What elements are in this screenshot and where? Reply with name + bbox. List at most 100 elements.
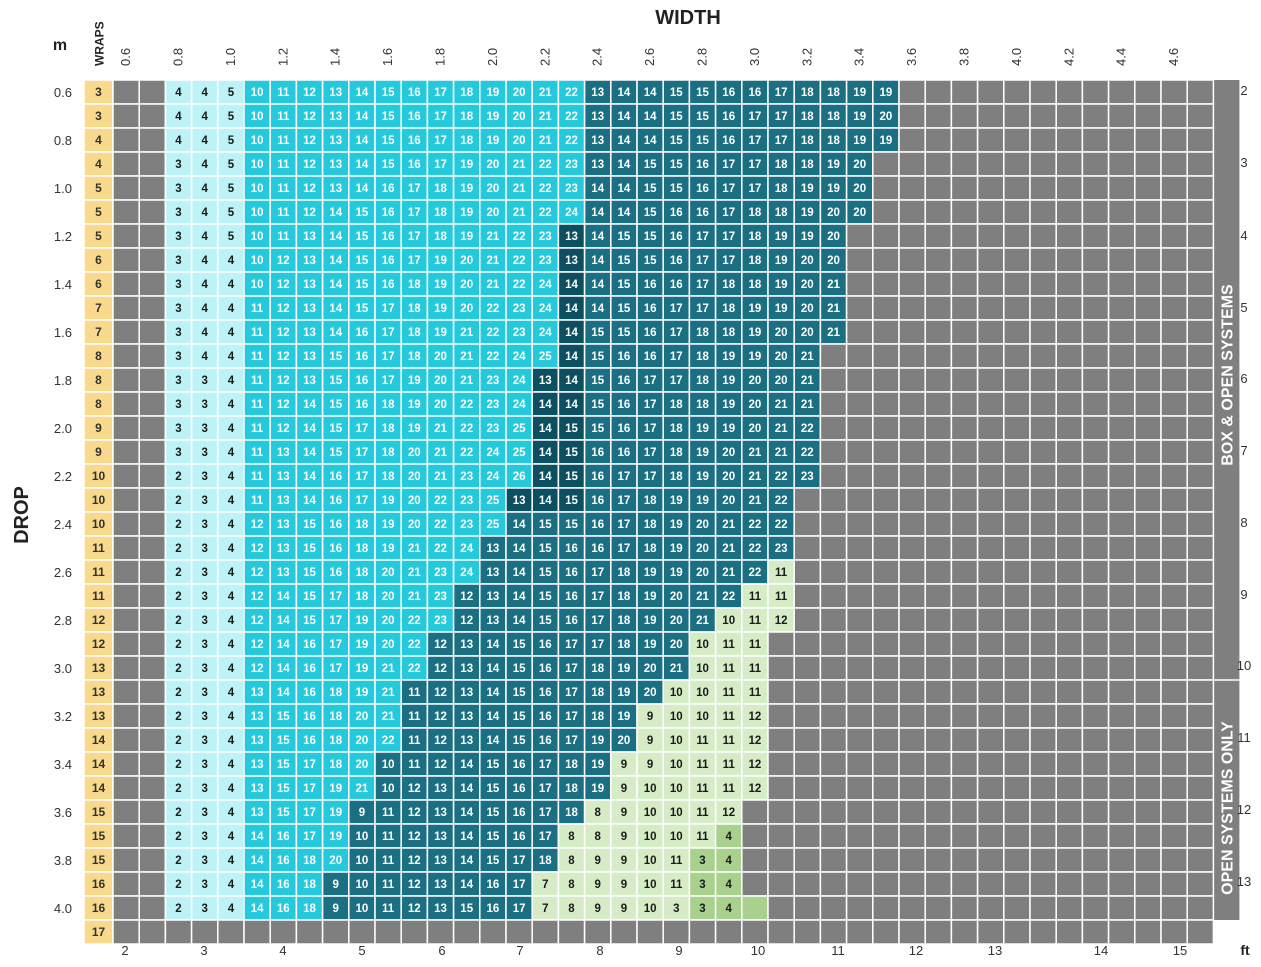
table-cell [1003, 319, 1031, 345]
cell-value: 18 [749, 231, 762, 243]
table-cell [1186, 727, 1215, 753]
cell-value: 12 [277, 351, 290, 363]
table-cell [1186, 223, 1215, 249]
cell-value: 11 [723, 663, 736, 675]
cell-value: 16 [644, 279, 657, 291]
table-cell [976, 751, 1005, 777]
cell-value: 15 [696, 135, 709, 147]
table-cell [243, 127, 271, 153]
table-cell [138, 775, 167, 801]
cell-value: 19 [670, 543, 683, 555]
cell-value: 19 [487, 135, 500, 147]
cell-value: 19 [722, 423, 735, 435]
table-cell [845, 559, 874, 585]
table-cell [531, 823, 560, 849]
cell-value: 13 [487, 615, 500, 627]
cell-value: 22 [513, 231, 526, 243]
cell-value: 3 [175, 207, 181, 219]
cell-value: 22 [565, 135, 578, 147]
cell-value: 20 [853, 183, 866, 195]
table-cell [610, 487, 638, 513]
cell-value: 14 [329, 327, 342, 339]
cell-value: 16 [408, 111, 421, 123]
cell-value: 4 [228, 567, 235, 579]
table-cell [269, 223, 298, 249]
cell-value: 14 [618, 111, 631, 123]
table-cell [1160, 175, 1188, 201]
table-cell [1160, 103, 1188, 129]
cell-value: 14 [513, 567, 526, 579]
table-cell [898, 799, 926, 825]
cell-value: 23 [565, 159, 578, 171]
cell-value: 8 [594, 831, 601, 843]
table-cell [976, 463, 1005, 489]
cell-value: 20 [408, 519, 421, 531]
cell-value: 2 [175, 759, 181, 771]
table-cell [1107, 655, 1136, 681]
cell-value: 10 [670, 759, 683, 771]
table-cell [1160, 895, 1188, 921]
table-cell [845, 511, 874, 537]
cell-value: 15 [618, 303, 631, 315]
ft-right-label: 3 [1240, 155, 1247, 170]
table-cell [872, 487, 900, 513]
table-cell [976, 727, 1005, 753]
table-cell [741, 223, 769, 249]
cell-value: 10 [644, 783, 657, 795]
table-cell [112, 295, 140, 321]
table-cell [1160, 271, 1188, 297]
cell-value: 17 [513, 855, 526, 867]
table-cell [1003, 583, 1031, 609]
cell-value: 10 [356, 831, 369, 843]
table-cell [138, 703, 167, 729]
cell-value: 16 [329, 471, 342, 483]
table-cell [819, 847, 848, 873]
table-cell [1134, 463, 1162, 489]
table-cell [924, 703, 953, 729]
cell-value: 21 [749, 447, 762, 459]
cell-value: 18 [749, 279, 762, 291]
cell-value: 13 [303, 375, 316, 387]
cell-value: 11 [408, 711, 421, 723]
table-cell [1134, 703, 1162, 729]
table-cell [898, 847, 926, 873]
table-cell [426, 175, 455, 201]
cell-value: 22 [487, 303, 500, 315]
table-cell [819, 439, 848, 465]
table-cell [243, 559, 271, 585]
cell-value: 14 [618, 207, 631, 219]
cell-value: 15 [329, 447, 342, 459]
cell-value: 24 [487, 447, 500, 459]
table-cell [1055, 103, 1084, 129]
table-cell [845, 703, 874, 729]
cell-value: 16 [618, 423, 631, 435]
wraps-value: 13 [92, 685, 106, 699]
cell-value: 10 [644, 831, 657, 843]
table-cell [1160, 199, 1188, 225]
table-cell [1134, 511, 1162, 537]
table-cell [426, 343, 455, 369]
table-cell [1029, 79, 1057, 105]
cell-value: 11 [382, 879, 395, 891]
table-cell [872, 367, 900, 393]
cell-value: 13 [434, 903, 447, 915]
cell-value: 2 [175, 735, 181, 747]
table-cell [1029, 367, 1057, 393]
table-cell [1029, 727, 1057, 753]
cell-value: 2 [175, 639, 181, 651]
table-cell [741, 751, 769, 777]
table-cell [688, 487, 717, 513]
table-cell [295, 487, 324, 513]
cell-value: 14 [356, 135, 369, 147]
table-cell [1186, 679, 1215, 705]
cell-value: 14 [565, 351, 578, 363]
cell-value: 11 [723, 783, 736, 795]
table-cell [557, 247, 586, 273]
table-cell [138, 391, 167, 417]
cell-value: 12 [251, 567, 264, 579]
table-cell [321, 751, 350, 777]
cell-value: 12 [277, 303, 290, 315]
cell-value: 16 [382, 279, 395, 291]
cell-value: 12 [749, 759, 762, 771]
table-cell [819, 199, 848, 225]
